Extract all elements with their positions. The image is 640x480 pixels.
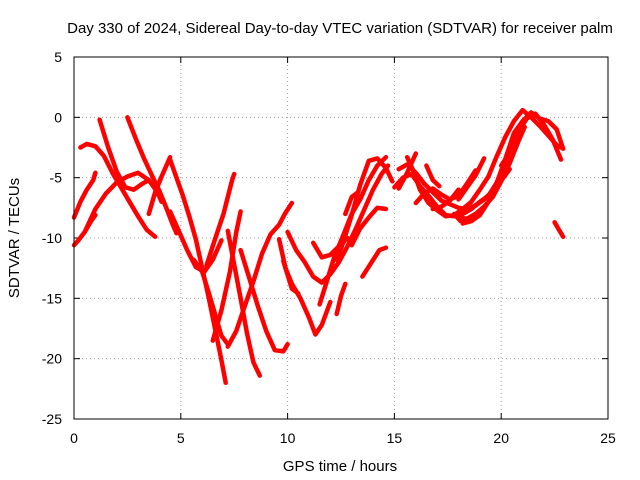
series-layer xyxy=(71,107,566,386)
x-tick-label: 15 xyxy=(387,430,403,446)
series-arc-38 xyxy=(552,220,566,240)
series-arc-1 xyxy=(71,170,98,220)
y-tick-label: 0 xyxy=(54,109,62,125)
y-tick-label: 5 xyxy=(54,49,62,65)
series-arc-37 xyxy=(498,125,523,168)
y-tick-label: -25 xyxy=(42,411,62,427)
series-arc-22 xyxy=(334,156,395,262)
series-arc-32 xyxy=(430,187,461,212)
series-arc-18 xyxy=(285,163,391,285)
series-arc-16 xyxy=(276,236,333,337)
series-arc-35 xyxy=(460,166,512,226)
x-tick-label: 0 xyxy=(70,430,78,446)
series-arc-15 xyxy=(238,247,290,354)
series-arc-21 xyxy=(334,281,348,317)
y-tick-label: -5 xyxy=(50,170,63,186)
x-tick-label: 20 xyxy=(493,430,509,446)
y-tick-label: -15 xyxy=(42,290,62,306)
series-arc-25 xyxy=(360,245,389,279)
series-arc-24 xyxy=(349,205,389,248)
y-tick-label: -20 xyxy=(42,351,62,367)
series-arc-4 xyxy=(97,117,152,192)
series-arc-36 xyxy=(451,211,470,225)
y-tick-label: -10 xyxy=(42,230,62,246)
x-axis-label: GPS time / hours xyxy=(283,458,397,475)
series-arc-31 xyxy=(396,151,419,191)
series-arc-34 xyxy=(456,156,487,202)
series-arc-28 xyxy=(404,107,564,219)
series-arc-10 xyxy=(191,257,231,347)
series-arc-7 xyxy=(146,154,173,217)
plot-frame xyxy=(73,56,609,420)
series-arc-17 xyxy=(281,258,301,296)
series-arc-14 xyxy=(225,200,295,349)
chart-title: Day 330 of 2024, Sidereal Day-to-day VTE… xyxy=(67,20,613,37)
x-tick-label: 5 xyxy=(177,430,185,446)
tick-layer: 0 5 10 15 20 25 5 0 -5 -10 -15 -20 -25 xyxy=(42,49,616,446)
series-arc-27 xyxy=(396,111,564,212)
series-arc-30 xyxy=(424,163,442,189)
series-arc-23 xyxy=(343,189,361,217)
series-arc-8 xyxy=(167,157,228,386)
y-axis-label: SDTVAR / TECUs xyxy=(6,178,23,298)
series-arc-9 xyxy=(167,209,224,275)
x-tick-label: 25 xyxy=(600,430,616,446)
series-arc-12 xyxy=(210,209,243,343)
series-arc-11 xyxy=(204,171,237,269)
x-tick-label: 10 xyxy=(280,430,296,446)
